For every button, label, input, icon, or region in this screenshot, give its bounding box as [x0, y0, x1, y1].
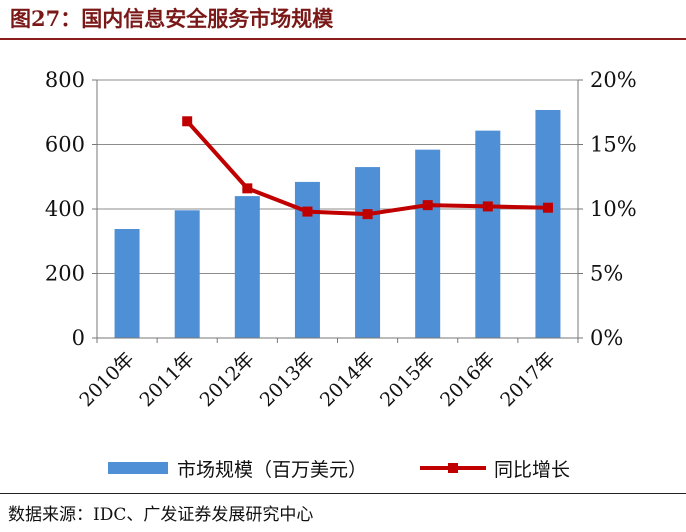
x-tick-label: 2010年	[75, 348, 138, 411]
left-tick-label: 0	[72, 326, 85, 350]
growth-point	[182, 116, 193, 127]
x-tick-label: 2013年	[256, 348, 319, 411]
right-tick-label: 20%	[590, 68, 637, 92]
right-tick-label: 15%	[590, 133, 637, 157]
growth-point	[482, 201, 493, 212]
x-tick-label: 2017年	[496, 348, 559, 411]
right-tick-label: 10%	[590, 197, 637, 221]
growth-line-series	[182, 116, 553, 220]
growth-point	[242, 183, 253, 194]
bar	[535, 109, 561, 339]
growth-point	[542, 202, 553, 213]
bar	[234, 196, 260, 338]
left-tick-label: 800	[45, 68, 85, 92]
right-tick-label: 0%	[590, 326, 623, 350]
growth-point	[362, 209, 373, 220]
right-tick-label: 5%	[590, 262, 623, 286]
x-tick-label: 2012年	[196, 348, 259, 411]
x-tick-label: 2015年	[376, 348, 439, 411]
growth-point	[302, 206, 313, 217]
title-rule	[0, 38, 686, 40]
legend: 市场规模（百万美元） 同比增长	[108, 459, 570, 481]
right-axis-ticks: 0% 5% 10% 15% 20%	[578, 68, 637, 350]
bar	[355, 167, 381, 338]
legend-bar-label: 市场规模（百万美元）	[177, 459, 367, 481]
bar	[114, 228, 140, 338]
bar	[475, 130, 501, 338]
gridlines	[97, 79, 578, 274]
chart-title: 图27：国内信息安全服务市场规模	[10, 6, 334, 31]
legend-line-label: 同比增长	[494, 459, 570, 481]
legend-bar-swatch	[108, 462, 168, 474]
left-tick-label: 600	[45, 133, 85, 157]
source-rule	[0, 493, 686, 494]
x-tick-label: 2016年	[436, 348, 499, 411]
legend-line-marker	[448, 463, 458, 473]
growth-point	[422, 200, 433, 211]
left-axis-ticks: 0 200 400 600 800	[45, 68, 97, 350]
x-tick-label: 2011年	[136, 348, 199, 411]
bar	[294, 181, 320, 338]
bar	[174, 210, 200, 338]
left-tick-label: 200	[45, 262, 85, 286]
bar	[415, 149, 441, 338]
source-note: 数据来源：IDC、广发证券发展研究中心	[8, 505, 314, 525]
x-tick-label: 2014年	[316, 348, 379, 411]
left-tick-label: 400	[45, 197, 85, 221]
